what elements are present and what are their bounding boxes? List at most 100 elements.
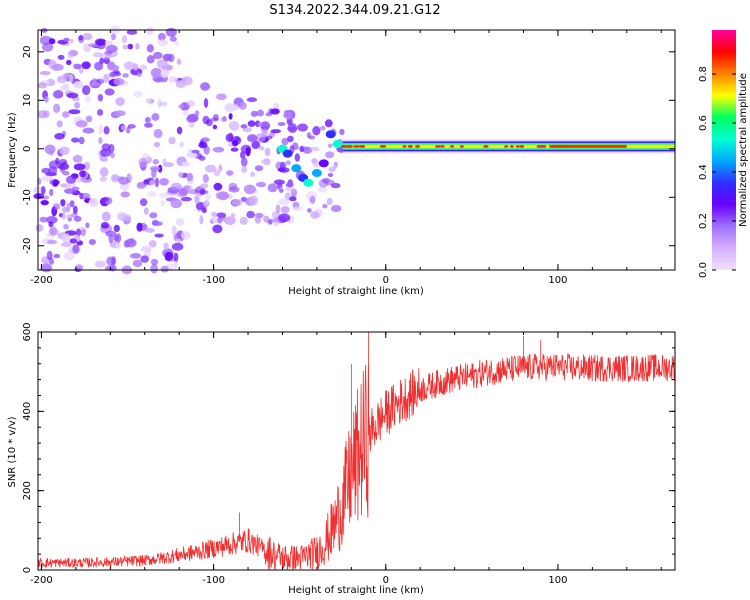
spectrogram-noise-blob (111, 174, 120, 183)
carrier-hotspot (450, 145, 455, 148)
spectrogram-noise-blob (41, 175, 54, 182)
spectrogram-noise-blob (194, 195, 200, 205)
spectrogram-noise-blob (153, 142, 161, 148)
colorbar-tick-label: 0.0 (698, 262, 709, 278)
spectrogram-noise-blob (120, 125, 126, 131)
spectrogram-noise-blob (79, 170, 86, 178)
spectrogram-noise-blob (240, 124, 248, 129)
spectrogram-noise-blob (326, 197, 333, 206)
spectrogram-noise-blob (83, 161, 91, 171)
spectrogram-noise-blob (238, 102, 247, 110)
spectrogram-noise-blob (201, 207, 207, 214)
spectrogram-noise-blob (66, 92, 79, 99)
spectrogram-noise-blob (97, 109, 104, 116)
spectrogram-noise-blob (152, 77, 164, 82)
spectrogram-noise-blob (55, 157, 60, 165)
colorbar-label: Normalized spectral amplitude (738, 73, 749, 227)
spectrogram-noise-blob (109, 71, 116, 78)
snr-line (37, 353, 676, 571)
spectrogram-noise-blob (40, 195, 50, 200)
spectrogram-noise-blob (267, 183, 278, 193)
spectrogram-noise-blob (122, 44, 129, 50)
spectrogram-noise-blob (260, 121, 271, 131)
carrier-hotspot (341, 145, 346, 148)
carrier-hotspot (360, 145, 365, 148)
spectrogram-noise-blob (77, 177, 82, 183)
spectrogram-noise-blob (61, 212, 66, 220)
spectrogram-noise-blob (40, 200, 49, 206)
spectrogram-noise-blob (230, 213, 236, 218)
snr-x-ticks: -200 -100 0 100 (30, 332, 662, 586)
spectrogram-noise-blob (212, 224, 223, 234)
carrier-hotspot (539, 145, 544, 148)
spectrogram-noise-blob (150, 263, 158, 274)
spectrogram-transition-blob (332, 139, 343, 148)
spectrogram-transition-blob (291, 164, 302, 173)
spectrogram-noise-blob (66, 175, 77, 184)
spectrogram-noise-blob (43, 110, 50, 118)
spectrogram-noise-blob (212, 124, 218, 130)
spectrogram-noise-blob (176, 126, 183, 135)
spectrogram-noise-blobs (33, 25, 347, 275)
spectrogram-noise-blob (178, 171, 184, 178)
spectrogram-noise-blob (255, 181, 267, 188)
spectrogram-noise-blob (39, 216, 48, 223)
figure-title: S134.2022.344.09.21.G12 (269, 3, 440, 18)
spectrogram-noise-blob (125, 238, 137, 248)
spectrogram-noise-blob (169, 36, 177, 42)
spectrogram-noise-blob (85, 115, 93, 123)
spectrogram-noise-blob (292, 206, 303, 212)
spectrogram-noise-blob (44, 96, 49, 103)
spectrogram-noise-blob (144, 227, 155, 233)
spectrogram-noise-blob (257, 122, 262, 127)
spectrogram-noise-blob (200, 82, 211, 91)
spectrogram-y-ticks: -20 -10 0 10 20 (22, 45, 675, 254)
spectrogram-noise-blob (53, 90, 64, 99)
spectrogram-noise-blob (57, 54, 65, 60)
spectrogram-noise-blob (216, 93, 227, 101)
spectrogram-noise-blob (239, 151, 246, 159)
spectrogram-noise-blob (159, 193, 169, 199)
spectrogram-noise-blob (245, 146, 251, 157)
spectrogram-noise-blob (186, 152, 198, 158)
spectrogram-noise-blob (240, 157, 248, 167)
spectrogram-noise-blob (307, 208, 312, 213)
spectrogram-noise-blob (217, 191, 229, 201)
spectrogram-noise-blob (171, 242, 184, 251)
y-tick-label: 200 (22, 481, 33, 500)
spectrogram-noise-blob (127, 124, 136, 129)
carrier-hotspot (415, 145, 420, 148)
spectrogram-noise-blob (224, 103, 236, 112)
spectrogram-noise-blob (309, 195, 316, 204)
spectrogram-noise-blob (140, 255, 149, 263)
spectrogram-noise-blob (52, 63, 64, 71)
spectrogram-noise-blob (72, 155, 83, 163)
spectrogram-noise-blob (165, 27, 177, 37)
spectrogram-noise-blob (241, 196, 247, 202)
spectrogram-transition-blob (318, 159, 329, 168)
spectrogram-noise-blob (170, 182, 182, 191)
spectrogram-noise-blob (100, 52, 113, 60)
spectrogram-noise-blob (71, 212, 78, 218)
spectrogram-noise-blob (72, 244, 80, 254)
spectrogram-noise-blob (168, 53, 175, 63)
spectrogram-noise-blob (62, 170, 70, 176)
spectrogram-noise-blob (289, 196, 297, 202)
spectrogram-noise-blob (67, 51, 74, 59)
spectrogram-noise-blob (71, 137, 80, 143)
spectrogram-noise-blob (88, 43, 98, 48)
spectrogram-noise-blob (101, 211, 111, 222)
spectrogram-noise-blob (94, 61, 104, 71)
spectrogram-noise-blob (322, 203, 328, 209)
spectrogram-noise-blob (254, 215, 262, 224)
spectrogram-noise-blob (69, 238, 77, 244)
spectrogram-noise-blob (180, 196, 192, 202)
spectrogram-noise-blob (113, 77, 125, 86)
spectrogram-noise-blob (231, 136, 242, 145)
spectrogram-noise-blob (80, 192, 91, 200)
spectrogram-noise-blob (281, 137, 289, 146)
spectrogram-noise-blob (273, 179, 285, 185)
spectrogram-noise-blob (118, 176, 130, 185)
spectrogram-noise-blob (126, 29, 138, 35)
spectrogram-stable-line (341, 139, 675, 154)
